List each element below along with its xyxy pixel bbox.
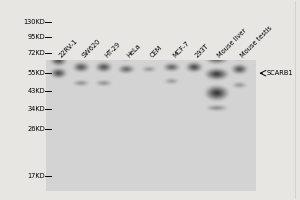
Bar bbox=[256, 1, 296, 199]
Text: HeLa: HeLa bbox=[126, 42, 142, 58]
Bar bbox=[1, 191, 296, 199]
Text: Mouse liver: Mouse liver bbox=[217, 27, 248, 58]
Text: Mouse testis: Mouse testis bbox=[239, 24, 273, 58]
Text: 72KD: 72KD bbox=[27, 50, 45, 56]
Text: 17KD: 17KD bbox=[27, 173, 45, 179]
Text: CEM: CEM bbox=[149, 44, 163, 58]
Text: MCF-7: MCF-7 bbox=[171, 39, 190, 58]
Text: SW620: SW620 bbox=[81, 38, 102, 58]
Text: 95KD: 95KD bbox=[27, 34, 45, 40]
Text: 55KD: 55KD bbox=[27, 70, 45, 76]
Text: SCARB1: SCARB1 bbox=[267, 70, 293, 76]
Text: 22RV-1: 22RV-1 bbox=[58, 38, 79, 58]
Text: 43KD: 43KD bbox=[27, 88, 45, 94]
Text: 34KD: 34KD bbox=[27, 106, 45, 112]
Text: 130KD: 130KD bbox=[23, 19, 45, 25]
Bar bbox=[46, 60, 256, 191]
Text: HT-29: HT-29 bbox=[103, 41, 121, 58]
Bar bbox=[1, 1, 296, 60]
Text: 293T: 293T bbox=[194, 42, 210, 58]
Text: 26KD: 26KD bbox=[27, 126, 45, 132]
Bar bbox=[1, 1, 46, 199]
